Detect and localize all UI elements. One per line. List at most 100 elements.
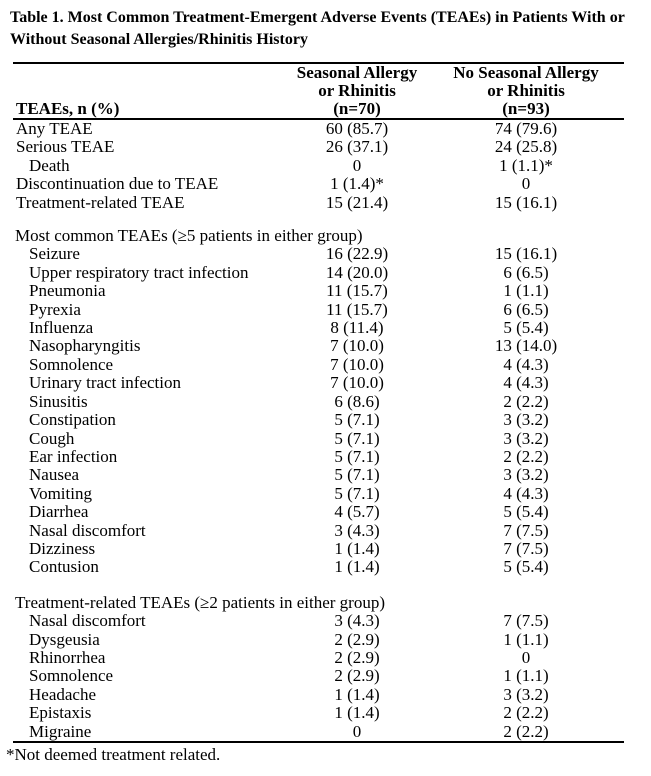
row-label: Treatment-related TEAE — [16, 192, 185, 212]
row-label: Vomiting — [29, 483, 92, 503]
cell-no-seasonal: 3 (3.2) — [503, 684, 549, 704]
cell-no-seasonal: 7 (7.5) — [503, 520, 549, 540]
table-row: Sinusitis 6 (8.6) 2 (2.2) — [13, 391, 624, 411]
stub-column-header: TEAEs, n (%) — [16, 99, 120, 118]
table-row: Pyrexia 11 (15.7) 6 (6.5) — [13, 299, 624, 319]
cell-no-seasonal: 2 (2.2) — [503, 391, 549, 411]
row-label: Ear infection — [29, 446, 118, 466]
cell-seasonal: 7 (10.0) — [330, 373, 384, 393]
cell-no-seasonal: 1 (1.1) — [503, 281, 549, 301]
row-label: Rhinorrhea — [29, 647, 106, 667]
cell-seasonal: 11 (15.7) — [326, 299, 388, 319]
col1-header-line-3: (n=70) — [333, 99, 381, 118]
table-row: Vomiting 5 (7.1) 4 (4.3) — [13, 483, 624, 503]
table-row: Serious TEAE 26 (37.1) 24 (25.8) — [13, 137, 624, 157]
row-label: Contusion — [29, 557, 99, 577]
cell-no-seasonal: 7 (7.5) — [503, 611, 549, 631]
cell-no-seasonal: 2 (2.2) — [503, 446, 549, 466]
row-label: Cough — [29, 428, 75, 448]
row-label: Discontinuation due to TEAE — [16, 174, 219, 194]
cell-no-seasonal: 1 (1.1)* — [499, 155, 553, 175]
section-heading-treatment-related-teaes: Treatment-related TEAEs (≥2 patients in … — [15, 592, 386, 612]
row-label: Migraine — [29, 721, 92, 741]
cell-seasonal: 8 (11.4) — [330, 318, 384, 338]
cell-no-seasonal: 15 (16.1) — [494, 244, 558, 264]
table-footnote: *Not deemed treatment related. — [6, 745, 221, 764]
table-row: Discontinuation due to TEAE 1 (1.4)* 0 — [13, 174, 624, 194]
cell-no-seasonal: 1 (1.1) — [503, 629, 549, 649]
row-label: Nasopharyngitis — [29, 336, 141, 356]
table-row: Ear infection 5 (7.1) 2 (2.2) — [13, 446, 624, 466]
cell-seasonal: 3 (4.3) — [334, 611, 380, 631]
row-label: Diarrhea — [29, 502, 89, 522]
cell-seasonal: 5 (7.1) — [334, 428, 380, 448]
table-row: Migraine 0 2 (2.2) — [13, 721, 624, 741]
cell-no-seasonal: 7 (7.5) — [503, 538, 549, 558]
table-row: Dysgeusia 2 (2.9) 1 (1.1) — [13, 629, 624, 649]
table-row: Upper respiratory tract infection 14 (20.… — [13, 262, 624, 282]
column-header-no-seasonal-allergy: No Seasonal Allergy or Rhinitis (n=93) — [428, 64, 624, 118]
col1-header-line-1: Seasonal Allergy — [296, 63, 418, 82]
column-header-seasonal-allergy: Seasonal Allergy or Rhinitis (n=70) — [286, 64, 428, 118]
table-row: Diarrhea 4 (5.7) 5 (5.4) — [13, 502, 624, 522]
cell-seasonal: 0 — [352, 721, 362, 741]
row-label: Death — [29, 155, 70, 175]
cell-no-seasonal: 13 (14.0) — [494, 336, 558, 356]
row-label: Headache — [29, 684, 97, 704]
col1-header-line-2: or Rhinitis — [318, 81, 396, 100]
cell-seasonal: 16 (22.9) — [325, 244, 389, 264]
cell-no-seasonal: 74 (79.6) — [494, 119, 558, 138]
table-row: Nasal discomfort 3 (4.3) 7 (7.5) — [13, 520, 624, 540]
cell-no-seasonal: 4 (4.3) — [503, 373, 549, 393]
table-row: Headache 1 (1.4) 3 (3.2) — [13, 684, 624, 704]
cell-seasonal: 1 (1.4) — [334, 557, 380, 577]
row-label: Epistaxis — [29, 703, 92, 723]
cell-seasonal: 1 (1.4) — [334, 538, 380, 558]
table-row: Cough 5 (7.1) 3 (3.2) — [13, 428, 624, 448]
col2-header-line-2: or Rhinitis — [487, 81, 565, 100]
cell-seasonal: 5 (7.1) — [334, 410, 380, 430]
cell-seasonal: 60 (85.7) — [325, 119, 389, 138]
table-title-line-1: Table 1. Most Common Treatment-Emergent … — [10, 9, 625, 26]
cell-seasonal: 7 (10.0) — [330, 336, 384, 356]
table-title: Table 1. Most Common Treatment-Emergent … — [10, 7, 635, 51]
cell-seasonal: 5 (7.1) — [334, 465, 380, 485]
table-row: Somnolence 2 (2.9) 1 (1.1) — [13, 666, 624, 686]
table-row: Rhinorrhea 2 (2.9) 0 — [13, 647, 624, 667]
row-label: Sinusitis — [29, 391, 88, 411]
table-row: Influenza 8 (11.4) 5 (5.4) — [13, 318, 624, 338]
cell-seasonal: 0 — [352, 155, 362, 175]
row-label: Dizziness — [29, 538, 96, 558]
cell-no-seasonal: 5 (5.4) — [503, 502, 549, 522]
cell-seasonal: 5 (7.1) — [334, 483, 380, 503]
table-row: Treatment-related TEAE 15 (21.4) 15 (16.1) — [13, 192, 624, 212]
cell-no-seasonal: 3 (3.2) — [503, 428, 549, 448]
table-row: Nausea 5 (7.1) 3 (3.2) — [13, 465, 624, 485]
table-body: Any TEAE 60 (85.7) 74 (79.6) Serious TEAE 2… — [13, 119, 624, 741]
cell-no-seasonal: 5 (5.4) — [503, 557, 549, 577]
cell-no-seasonal: 2 (2.2) — [503, 703, 549, 723]
cell-no-seasonal: 15 (16.1) — [494, 192, 558, 212]
cell-no-seasonal: 4 (4.3) — [503, 354, 549, 374]
table-row: Pneumonia 11 (15.7) 1 (1.1) — [13, 281, 624, 301]
cell-seasonal: 1 (1.4) — [334, 684, 380, 704]
cell-seasonal: 1 (1.4) — [334, 703, 380, 723]
cell-no-seasonal: 1 (1.1) — [503, 666, 549, 686]
cell-seasonal: 14 (20.0) — [325, 262, 389, 282]
cell-seasonal: 1 (1.4)* — [330, 174, 384, 194]
row-label: Nasal discomfort — [29, 520, 146, 540]
cell-no-seasonal: 3 (3.2) — [503, 465, 549, 485]
row-label: Pyrexia — [29, 299, 81, 319]
cell-seasonal: 2 (2.9) — [334, 647, 380, 667]
cell-no-seasonal: 0 — [521, 647, 531, 667]
cell-seasonal: 26 (37.1) — [325, 137, 389, 157]
row-label: Nausea — [29, 465, 80, 485]
table-row: Constipation 5 (7.1) 3 (3.2) — [13, 410, 624, 430]
table-row: Urinary tract infection 7 (10.0) 4 (4.3) — [13, 373, 624, 393]
col2-header-line-3: (n=93) — [502, 99, 550, 118]
table-row: Somnolence 7 (10.0) 4 (4.3) — [13, 354, 624, 374]
cell-no-seasonal: 2 (2.2) — [503, 721, 549, 741]
cell-no-seasonal: 0 — [521, 174, 531, 194]
table-row: Seizure 16 (22.9) 15 (16.1) — [13, 244, 624, 264]
